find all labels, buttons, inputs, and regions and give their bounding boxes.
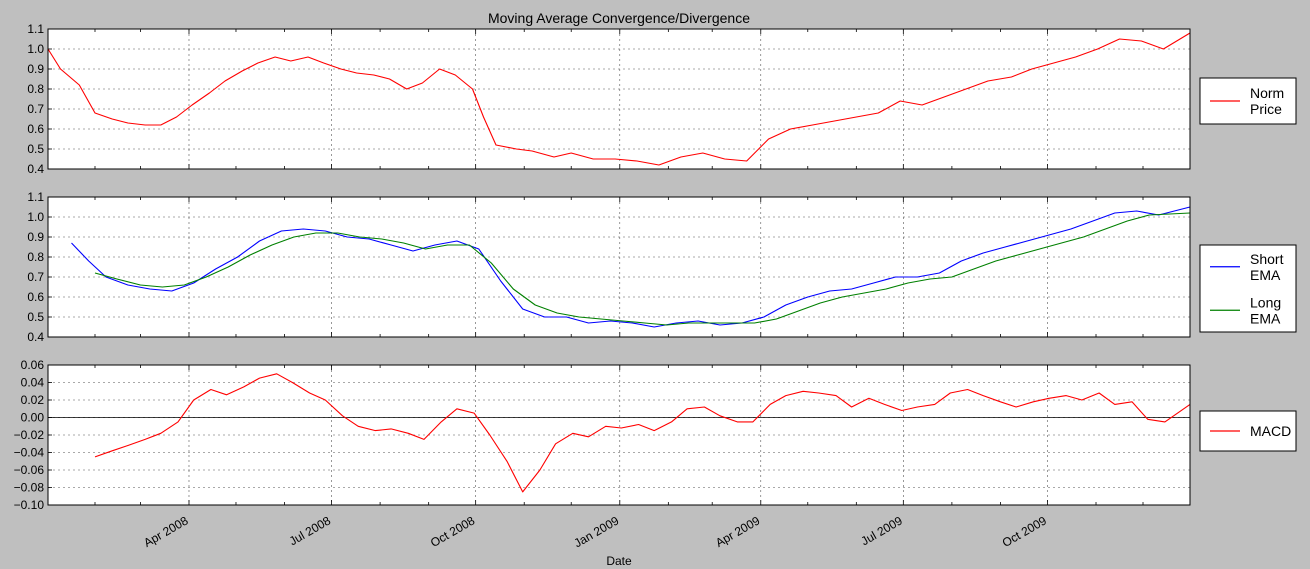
chart-title: Moving Average Convergence/Divergence — [488, 10, 750, 26]
series-line-short-ema — [71, 206, 1191, 328]
y-tick-label: 0.8 — [27, 250, 44, 264]
y-tick-label: 0.06 — [21, 358, 45, 372]
series-line-macd — [94, 373, 1191, 493]
panel-3: −0.10 −0.08 −0.06 −0.04 −0.02 0.00 0.02 0.04 0.0… — [14, 358, 1191, 512]
legend-2: Short EMA Long EMA — [1199, 244, 1297, 333]
y-tick-label: 1.1 — [27, 190, 44, 204]
y-tick-label: −0.02 — [14, 428, 45, 442]
x-tick-label: Jul 2009 — [859, 513, 906, 548]
y-tick-label: 0.5 — [27, 142, 44, 156]
y-tick-label: −0.08 — [14, 481, 45, 495]
x-tick-label: Jul 2008 — [287, 513, 334, 548]
plot-area — [48, 29, 1190, 169]
plot-frame — [47, 196, 1191, 338]
y-tick-label: 0.04 — [21, 376, 45, 390]
panel-2: 0.4 0.5 0.6 0.7 0.8 0.9 1.0 1.1 — [27, 190, 1191, 344]
y-tick-label: 0.9 — [27, 230, 44, 244]
x-tick-labels: Apr 2008 Jul 2008 Oct 2008 Jan 2009 Apr 2009… — [141, 513, 1049, 550]
x-tick-label: Apr 2009 — [713, 513, 762, 550]
x-tick-label: Jan 2009 — [572, 513, 622, 550]
y-tick-label: 1.0 — [27, 42, 44, 56]
panel-1: 0.4 0.5 0.6 0.7 0.8 0.9 1.0 1.1 — [27, 22, 1191, 176]
y-tick-label: 0.7 — [27, 102, 44, 116]
legend-label: Short EMA — [1250, 251, 1284, 283]
legend-3: MACD — [1199, 410, 1297, 452]
x-axis-label: Date — [606, 554, 632, 568]
y-tick-label: 0.4 — [27, 330, 44, 344]
plot-area — [48, 197, 1190, 337]
series-line-long-ema — [94, 212, 1191, 326]
legend-label: Norm Price — [1250, 85, 1284, 117]
x-tick-label: Oct 2009 — [1000, 513, 1049, 550]
legend-label: Long EMA — [1250, 294, 1281, 326]
legend-1: Norm Price — [1199, 77, 1297, 125]
y-tick-label: 0.00 — [21, 411, 45, 425]
series-line-norm-price — [47, 32, 1191, 166]
plot-frame — [47, 28, 1191, 170]
y-tick-label: −0.10 — [14, 498, 45, 512]
y-tick-label: 0.5 — [27, 310, 44, 324]
y-tick-label: 0.4 — [27, 162, 44, 176]
y-tick-label: 0.6 — [27, 122, 44, 136]
y-tick-label: −0.06 — [14, 463, 45, 477]
y-tick-label: −0.04 — [14, 446, 45, 460]
y-tick-label: 0.8 — [27, 82, 44, 96]
x-tick-label: Oct 2008 — [428, 513, 477, 550]
y-tick-label: 0.7 — [27, 270, 44, 284]
y-tick-label: 0.9 — [27, 62, 44, 76]
y-tick-label: 0.02 — [21, 393, 45, 407]
x-tick-label: Apr 2008 — [141, 513, 190, 550]
y-tick-label: 1.0 — [27, 210, 44, 224]
panels-layer: 0.40.50.60.70.80.91.01.10.40.50.60.70.80… — [14, 22, 1191, 512]
y-tick-label: 0.6 — [27, 290, 44, 304]
legend-box — [1199, 244, 1297, 333]
plot-frame — [47, 364, 1191, 506]
legends-layer: Norm Price Short EMA Long EMA MACD — [1199, 77, 1297, 452]
legend-label: MACD — [1250, 423, 1291, 439]
y-tick-label: 1.1 — [27, 22, 44, 36]
